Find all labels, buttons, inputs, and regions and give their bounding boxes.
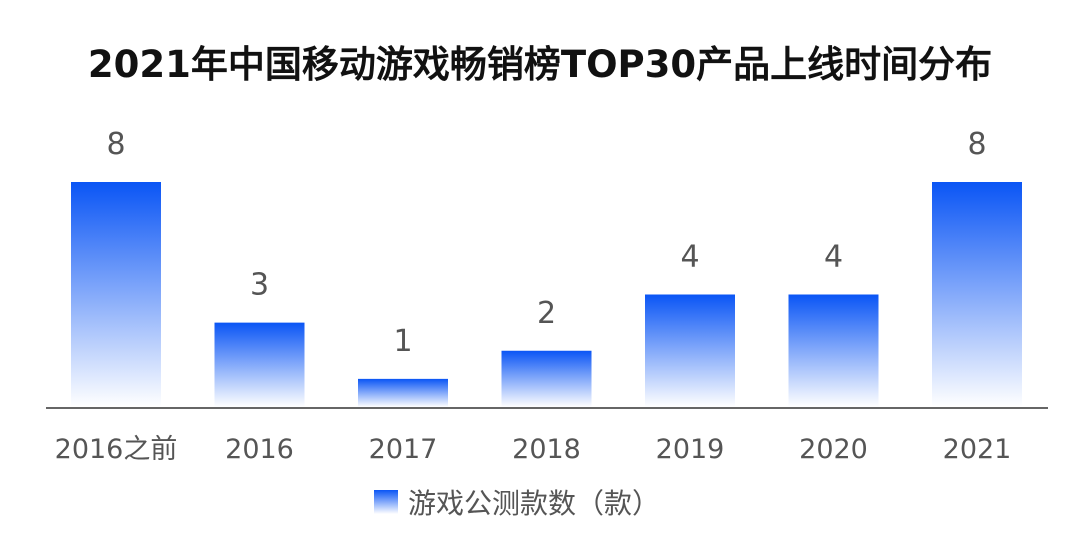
- bar-1: [214, 322, 305, 407]
- legend-label: 游戏公测款数（款）: [408, 487, 661, 520]
- bar-6: [932, 182, 1022, 407]
- bar-4: [645, 294, 735, 407]
- x-tick-label-4: 2019: [656, 434, 725, 465]
- bar-5: [788, 294, 879, 407]
- x-tick-label-6: 2021: [943, 434, 1012, 465]
- bar-0: [71, 182, 161, 407]
- x-tick-label-5: 2020: [799, 434, 868, 465]
- data-label-1: 3: [250, 268, 269, 303]
- x-tick-label-1: 2016: [225, 434, 294, 465]
- x-tick-label-0: 2016之前: [55, 434, 178, 465]
- data-label-4: 4: [680, 240, 699, 275]
- legend-swatch: [374, 490, 398, 514]
- x-tick-label-2: 2017: [369, 434, 438, 465]
- chart-title: 2021年中国移动游戏畅销榜TOP30产品上线时间分布: [87, 43, 993, 86]
- data-label-2: 1: [393, 324, 412, 359]
- legend: 游戏公测款数（款）: [374, 484, 660, 520]
- data-label-0: 8: [106, 127, 125, 162]
- data-label-5: 4: [824, 240, 843, 275]
- data-label-3: 2: [537, 296, 556, 331]
- x-tick-label-3: 2018: [512, 434, 581, 465]
- data-label-6: 8: [967, 127, 986, 162]
- bar-3: [501, 350, 592, 407]
- bar-2: [358, 378, 448, 407]
